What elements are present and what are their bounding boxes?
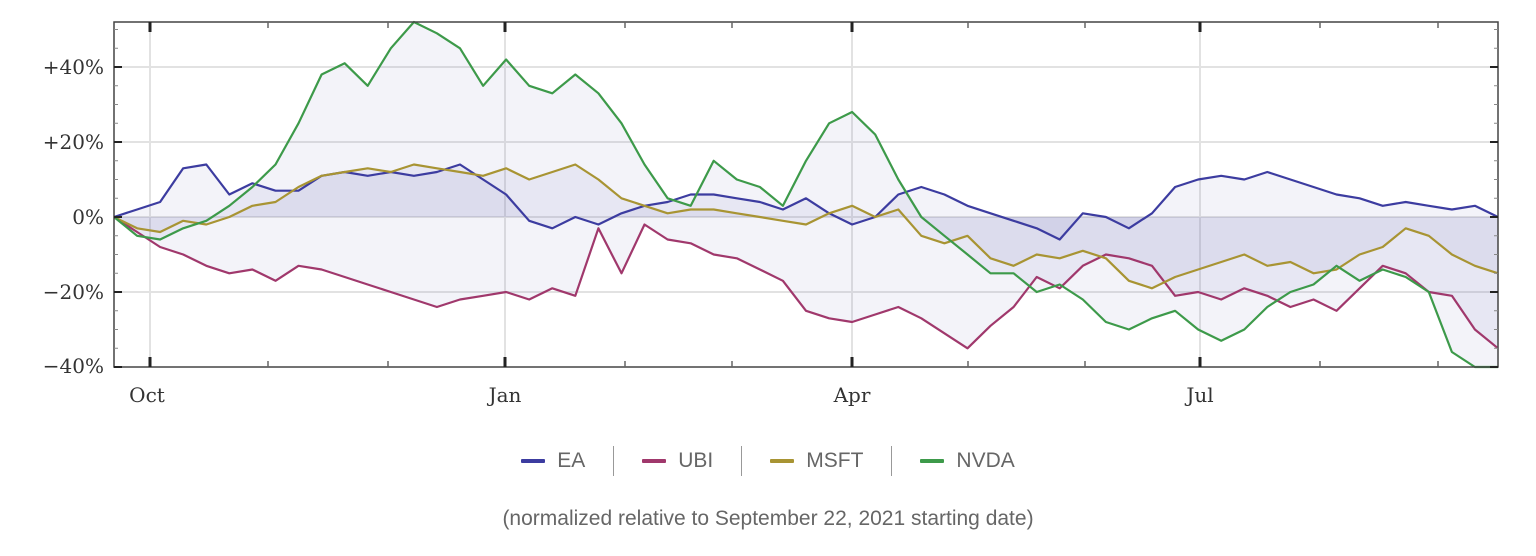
x-tick-label: Oct [129, 383, 165, 407]
legend: EA UBI MSFT NVDA [0, 446, 1536, 476]
legend-swatch-ea [521, 459, 546, 463]
legend-swatch-nvda [920, 459, 945, 463]
legend-swatch-msft [770, 459, 795, 463]
y-tick-label: +20% [43, 130, 104, 154]
legend-separator [741, 446, 743, 476]
legend-swatch-ubi [642, 459, 667, 463]
area-msft [114, 164, 1498, 289]
axis-ticks [114, 22, 1498, 368]
series-areas [114, 22, 1498, 367]
y-tick-label: 0% [72, 205, 104, 229]
area-ea [114, 164, 1498, 240]
x-tick-label: Jan [487, 383, 522, 407]
line-nvda[interactable] [113, 20, 1498, 369]
legend-separator [891, 446, 893, 476]
area-nvda [114, 22, 1498, 367]
legend-label-msft: MSFT [806, 449, 864, 472]
legend-item-ea[interactable]: EA [521, 449, 585, 473]
legend-label-ea: EA [557, 449, 586, 472]
chart-caption: (normalized relative to September 22, 20… [502, 507, 1034, 530]
legend-label-nvda: NVDA [956, 449, 1015, 472]
x-tick-label: Apr [833, 383, 871, 407]
y-tick-label: −20% [43, 280, 104, 304]
legend-label-ubi: UBI [678, 449, 714, 472]
line-ubi[interactable] [113, 216, 1499, 350]
area-ubi [114, 217, 1498, 349]
y-tick-label: +40% [43, 55, 104, 79]
legend-item-ubi[interactable]: UBI [642, 449, 713, 473]
y-axis-labels: +40% +20% 0% −20% −40% [43, 55, 104, 378]
line-msft[interactable] [113, 163, 1499, 290]
legend-separator [613, 446, 615, 476]
legend-item-msft[interactable]: MSFT [770, 449, 863, 473]
legend-item-nvda[interactable]: NVDA [920, 449, 1015, 473]
x-axis-labels: Oct Jan Apr Jul [129, 383, 1213, 407]
chart: +40% +20% 0% −20% −40% Oct Jan Apr Jul [43, 20, 1499, 407]
y-tick-label: −40% [43, 354, 104, 378]
series-lines [113, 20, 1499, 369]
x-tick-label: Jul [1184, 383, 1213, 407]
plot-frame [113, 21, 1499, 368]
